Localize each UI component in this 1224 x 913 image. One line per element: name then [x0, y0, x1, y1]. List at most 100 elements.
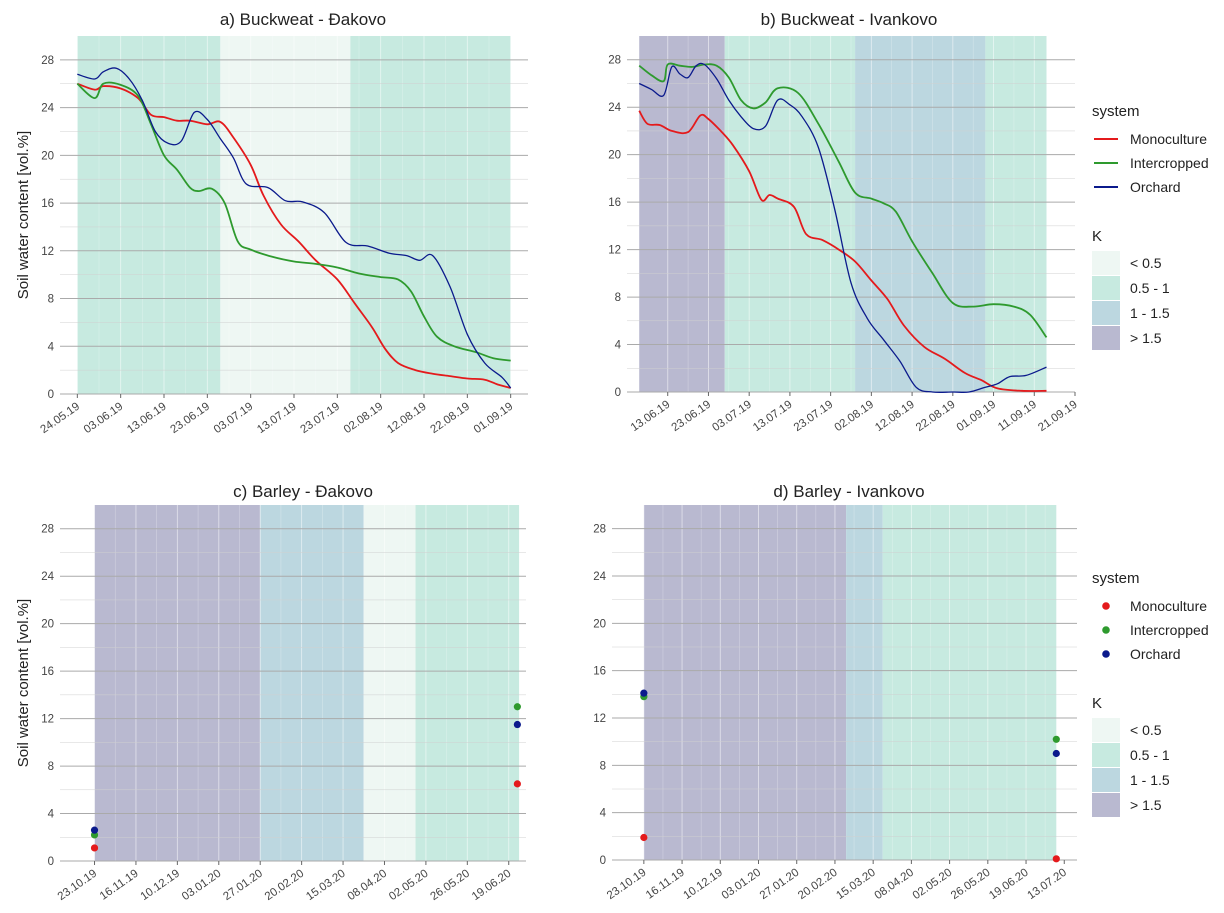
y-tick-label: 0: [48, 389, 54, 401]
x-tick-label: 13.07.20: [1025, 867, 1069, 903]
panel-title: d) Barley - Ivankovo: [773, 482, 924, 501]
point-orchard: [90, 826, 99, 834]
legend-k-swatch: [1092, 743, 1120, 767]
k-band: [363, 505, 416, 861]
y-tick-label: 4: [48, 341, 55, 353]
y-tick-label: 8: [615, 292, 621, 304]
legend-label: Intercropped: [1130, 622, 1209, 638]
y-tick-label: 0: [615, 387, 621, 399]
x-tick-label: 10.12.19: [681, 867, 725, 903]
k-band: [643, 505, 847, 860]
legend-k-swatch: [1092, 251, 1120, 275]
x-tick-label: 01.09.19: [472, 401, 516, 437]
x-tick-label: 21.09.19: [1036, 399, 1080, 435]
x-tick-label: 12.08.19: [385, 401, 429, 437]
y-tick-label: 4: [600, 808, 607, 820]
legend-key-monoculture: [1102, 602, 1110, 610]
series-line-monoculture: [638, 110, 1047, 392]
x-tick-label: 08.04.20: [346, 868, 390, 904]
x-tick-label: 03.01.20: [180, 868, 224, 904]
legend-label: 1 - 1.5: [1130, 305, 1170, 321]
k-band: [260, 505, 364, 861]
x-tick-label: 15.03.20: [834, 867, 878, 903]
x-tick-label: 02.05.20: [911, 867, 955, 903]
x-tick-label: 16.11.19: [98, 868, 141, 903]
x-tick-label: 03.01.20: [720, 867, 764, 903]
k-band: [350, 36, 511, 394]
y-tick-label: 24: [41, 103, 54, 115]
panel-c: c) Barley - Đakovo Soil water content [vo…: [15, 482, 526, 903]
point-monoculture: [1052, 855, 1060, 863]
point-orchard: [1052, 749, 1060, 758]
y-tick-label: 28: [593, 524, 606, 536]
legend-key-orchard: [1102, 650, 1110, 658]
x-tick-label: 02.08.19: [342, 401, 386, 437]
point-monoculture: [640, 833, 648, 842]
panel-b: b) Buckweat - Ivankovo 0 4 8 12 16 20 24 28 13.06…: [608, 10, 1080, 434]
x-tick-label: 23.06.19: [169, 401, 213, 437]
y-tick-label: 0: [600, 855, 606, 867]
legend-label: 0.5 - 1: [1130, 280, 1170, 296]
y-tick-label: 8: [48, 761, 54, 773]
x-tick-label: 11.09.19: [996, 399, 1039, 434]
x-tick-label: 19.06.20: [987, 867, 1031, 903]
y-tick-label: 12: [593, 713, 606, 725]
x-tick-label: 01.09.19: [955, 399, 999, 435]
panel-d: d) Barley - Ivankovo 0 4 8 12 16 20 24 28 23.10.1…: [593, 482, 1077, 902]
series-line-intercropped: [638, 62, 1048, 338]
y-tick-label: 8: [600, 760, 606, 772]
x-tick-label: 08.04.20: [873, 867, 917, 903]
y-tick-label: 12: [608, 245, 621, 257]
y-tick-label: 16: [608, 197, 621, 209]
y-tick-label: 20: [41, 150, 54, 162]
x-tick-label: 13.07.19: [751, 399, 795, 435]
point-orchard: [513, 720, 521, 729]
panel-a: a) Buckweat - Đakovo Soil water content […: [15, 10, 528, 436]
legend-label: > 1.5: [1130, 797, 1162, 813]
legend-label: Monoculture: [1130, 598, 1207, 614]
x-tick-label: 02.05.20: [387, 868, 431, 904]
x-tick-label: 23.07.19: [299, 401, 343, 437]
x-tick-label: 22.08.19: [914, 399, 958, 435]
y-tick-label: 24: [608, 102, 621, 114]
y-tick-label: 16: [41, 198, 54, 210]
y-tick-label: 8: [48, 294, 54, 306]
series-line-monoculture: [76, 82, 511, 389]
x-tick-label: 16.11.19: [644, 867, 687, 902]
legend-system-title: system: [1092, 570, 1140, 587]
x-tick-label: 23.10.19: [605, 867, 649, 903]
x-tick-label: 03.07.19: [710, 399, 754, 435]
y-tick-label: 0: [48, 856, 54, 868]
x-tick-label: 13.06.19: [629, 399, 673, 435]
x-tick-label: 26.05.20: [428, 868, 472, 904]
legend-label: 1 - 1.5: [1130, 772, 1170, 788]
legend-label: Orchard: [1130, 646, 1181, 662]
x-tick-label: 24.05.19: [39, 401, 83, 437]
x-tick-label: 22.08.19: [429, 401, 473, 437]
legend-k-title: K: [1092, 228, 1102, 245]
x-tick-label: 02.08.19: [833, 399, 877, 435]
k-band: [846, 505, 883, 860]
legend-k-swatch: [1092, 768, 1120, 792]
point-intercropped: [513, 703, 521, 711]
x-tick-label: 03.06.19: [82, 401, 126, 437]
x-tick-label: 23.06.19: [670, 399, 714, 435]
panel-title: c) Barley - Đakovo: [233, 482, 373, 501]
legend-top: system Monoculture Intercropped Orchard K < 0…: [1092, 103, 1209, 350]
legend-k-swatch: [1092, 301, 1120, 325]
x-tick-label: 23.10.19: [56, 868, 100, 904]
y-tick-label: 28: [41, 55, 54, 67]
k-band: [639, 36, 725, 392]
legend-k-swatch: [1092, 718, 1120, 742]
k-band: [77, 36, 221, 394]
x-tick-label: 13.07.19: [255, 401, 299, 437]
x-tick-label: 13.06.19: [125, 401, 169, 437]
k-band: [220, 36, 351, 394]
y-tick-label: 4: [48, 809, 55, 821]
x-tick-label: 27.01.20: [221, 868, 265, 904]
series-line-orchard: [638, 62, 1047, 394]
x-tick-label: 10.12.19: [139, 868, 183, 904]
legend-k-swatch: [1092, 276, 1120, 300]
legend-label: Monoculture: [1130, 131, 1207, 147]
legend-label: Orchard: [1130, 179, 1181, 195]
